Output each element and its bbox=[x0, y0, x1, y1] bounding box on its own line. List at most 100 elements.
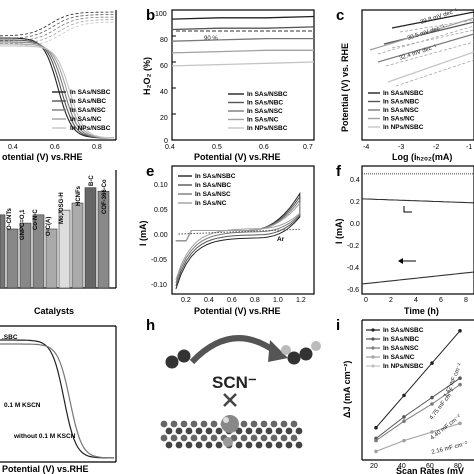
panel-f-xtick-1: 2 bbox=[389, 297, 393, 304]
panel-b-ticks bbox=[172, 9, 176, 141]
panel-b-series-4 bbox=[171, 61, 315, 67]
panel-g: .SBC 0.1 M KSCN without 0.1 M KSCN Poten… bbox=[0, 325, 117, 474]
panel-i-lines bbox=[374, 328, 462, 454]
panel-i-point-3-3 bbox=[458, 421, 462, 426]
lattice-atom bbox=[160, 420, 168, 428]
lattice-atom bbox=[275, 427, 283, 435]
panel-b-legend-label-4: In NPs/NSBC bbox=[247, 125, 288, 132]
panel-f-ytick-2: 0.0 bbox=[350, 221, 360, 228]
panel-g-legend: .SBC bbox=[2, 334, 18, 341]
indium-highlight bbox=[223, 417, 229, 423]
panel-i-legend-label-4: In NPs/NSBC bbox=[383, 363, 424, 370]
panel-i-value-3: 2.16 mF cm⁻² bbox=[431, 441, 468, 456]
lattice-atom bbox=[275, 441, 283, 449]
lattice-atom bbox=[280, 434, 288, 442]
lattice-atom bbox=[185, 441, 193, 449]
panel-b-xtick-2: 0.6 bbox=[259, 144, 269, 151]
panel-c-line-3 bbox=[369, 17, 474, 51]
panel-c-line-2 bbox=[377, 33, 474, 63]
panel-f-arrow-1-icon bbox=[403, 206, 412, 213]
panel-d-bar-6 bbox=[71, 202, 84, 289]
panel-d-bar-label-1: GNPC=O,1 bbox=[20, 209, 26, 240]
lattice-atom bbox=[260, 420, 268, 428]
panel-b-label: b bbox=[146, 7, 155, 24]
panel-b-legend-label-0: In SAs/NSBC bbox=[247, 91, 288, 98]
panel-i-ylabel: ΔJ (mA cm⁻²) bbox=[342, 361, 352, 418]
panel-b-series-2 bbox=[171, 37, 314, 42]
panel-f-xtick-2: 4 bbox=[414, 297, 418, 304]
panel-e-ylabel: I (mA) bbox=[138, 221, 148, 247]
panel-b-annotation: 90 % bbox=[204, 36, 218, 42]
lattice-atom bbox=[190, 434, 198, 442]
panel-a-legend-label-3: In SAs/NC bbox=[70, 116, 102, 123]
panel-g-without-label: without 0.1 M KSCN bbox=[13, 433, 76, 440]
panel-a-ring-curve-2 bbox=[0, 16, 114, 42]
panel-f-ytick-5: -0.6 bbox=[347, 287, 359, 294]
panel-f-xtick-3: 6 bbox=[439, 297, 443, 304]
panel-b-ytick-2: 60 bbox=[160, 63, 168, 70]
panel-g-curves bbox=[0, 339, 114, 459]
panel-f-arrowhead-icon bbox=[398, 258, 403, 264]
panel-i-point-1-3 bbox=[458, 376, 462, 380]
block-cross-icon bbox=[223, 393, 237, 407]
panel-d-bar-label-4: Mo,/OSG-H bbox=[59, 192, 65, 224]
panel-f-xtick-4: 8 bbox=[464, 297, 468, 304]
panel-f-label: f bbox=[336, 163, 342, 180]
panel-g-kscn-label: 0.1 M KSCN bbox=[4, 402, 41, 409]
panel-e-ytick-0: 0.10 bbox=[154, 182, 168, 189]
panel-a-legend-label-4: In NPs/NSBC bbox=[70, 125, 111, 132]
cross-stroke-2 bbox=[223, 393, 237, 407]
panel-d-bar-7 bbox=[84, 187, 97, 289]
lower-atom bbox=[223, 437, 233, 447]
panel-d-bar-label-6: B-C bbox=[89, 175, 95, 186]
panel-c-line-0 bbox=[391, 11, 474, 29]
panel-c: c 39.8 mV dec⁻¹ 30.5 mV dec⁻¹ 32.4 mV de… bbox=[336, 7, 474, 162]
panel-c-legend-label-1: In SAs/NBC bbox=[383, 99, 419, 106]
panel-a-legend-label-2: In SAs/NSC bbox=[70, 107, 106, 114]
o-atom-1 bbox=[287, 351, 301, 365]
panel-i-line-3 bbox=[375, 422, 461, 452]
lattice-atom bbox=[215, 441, 223, 449]
panel-e-legend-label-2: In SAs/NSC bbox=[195, 191, 231, 198]
panel-i-line-1 bbox=[375, 377, 461, 439]
panel-e-frame bbox=[171, 165, 315, 295]
panel-f-curves bbox=[361, 173, 474, 285]
lattice-atom bbox=[245, 441, 253, 449]
lattice-atom bbox=[290, 420, 298, 428]
reaction-arrowhead-icon bbox=[268, 340, 288, 362]
panel-f-xlabel: Time (h) bbox=[404, 306, 439, 316]
panel-e-ytick-4: -0.10 bbox=[151, 282, 167, 289]
lattice-atom bbox=[200, 420, 208, 428]
panel-e-xtick-0: 0.2 bbox=[181, 297, 191, 304]
panel-i-legend: In SAs/NSBC In SAs/NBC In SAs/NSC In SAs/NC… bbox=[366, 327, 424, 370]
lattice-atom bbox=[240, 434, 248, 442]
panel-a-legend-label-0: In SAs/NSBC bbox=[70, 89, 111, 96]
panel-g-xlabel: Potential (V) vs.RHE bbox=[2, 464, 89, 474]
panel-e-xtick-4: 1.0 bbox=[273, 297, 283, 304]
o2-atom-1 bbox=[165, 355, 179, 369]
panel-d-bar-label-2: Co-N-C bbox=[33, 209, 39, 230]
lattice-atom bbox=[295, 441, 303, 449]
lattice-atom bbox=[245, 427, 253, 435]
panel-i-legend-marker-4 bbox=[371, 364, 375, 368]
lattice-atom bbox=[170, 420, 178, 428]
panel-b-frame bbox=[171, 9, 315, 141]
panel-f-ytick-0: 0.4 bbox=[350, 177, 360, 184]
panel-i-legend-marker-3 bbox=[371, 355, 375, 359]
panel-c-legend-label-4: In NPs/NSBC bbox=[383, 124, 424, 131]
panel-a-curve-0 bbox=[0, 37, 114, 139]
panel-b-series-0 bbox=[171, 15, 315, 20]
lattice-atom bbox=[165, 427, 173, 435]
reaction-arrow-icon bbox=[189, 335, 278, 365]
lattice-atom bbox=[285, 441, 293, 449]
panel-i-legend-marker-2 bbox=[371, 346, 375, 350]
lattice-atom bbox=[175, 427, 183, 435]
panel-c-label: c bbox=[336, 7, 344, 24]
o2-molecule-icon bbox=[165, 349, 191, 369]
panel-d-bar-label-7: COF-366-Co bbox=[102, 179, 108, 214]
panel-a-curve-4 bbox=[0, 45, 114, 139]
panel-b-ytick-4: 20 bbox=[160, 115, 168, 122]
lattice-atom bbox=[190, 420, 198, 428]
panel-i-legend-label-1: In SAs/NBC bbox=[383, 336, 419, 343]
panel-c-slope-2: 32.4 mV dec⁻¹ bbox=[399, 44, 438, 62]
